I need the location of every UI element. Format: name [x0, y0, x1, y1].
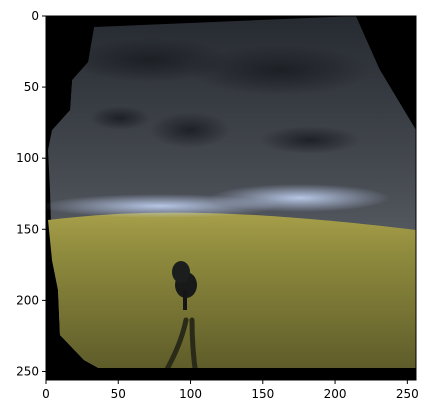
x-tick-label: 200: [324, 387, 347, 401]
y-tick-label: 100: [16, 151, 39, 165]
y-tick-label: 200: [16, 293, 39, 307]
x-tick-label: 50: [111, 387, 126, 401]
y-tick-label: 150: [16, 222, 39, 236]
y-tick-label: 0: [31, 9, 39, 23]
x-tick-label: 100: [179, 387, 202, 401]
x-tick-label: 150: [251, 387, 274, 401]
photo-region: [46, 16, 416, 380]
x-tick-label: 0: [42, 387, 50, 401]
image-area: [46, 16, 416, 380]
y-tick-label: 50: [24, 80, 39, 94]
tree-silhouette: [172, 261, 197, 310]
x-tick-label: 250: [396, 387, 419, 401]
y-tick-label: 250: [16, 364, 39, 378]
y-axis-ticks: 0 50 100 150 200 250: [16, 9, 46, 378]
x-axis-ticks: 0 50 100 150 200 250: [42, 380, 419, 401]
axes-frame: [45, 15, 417, 381]
